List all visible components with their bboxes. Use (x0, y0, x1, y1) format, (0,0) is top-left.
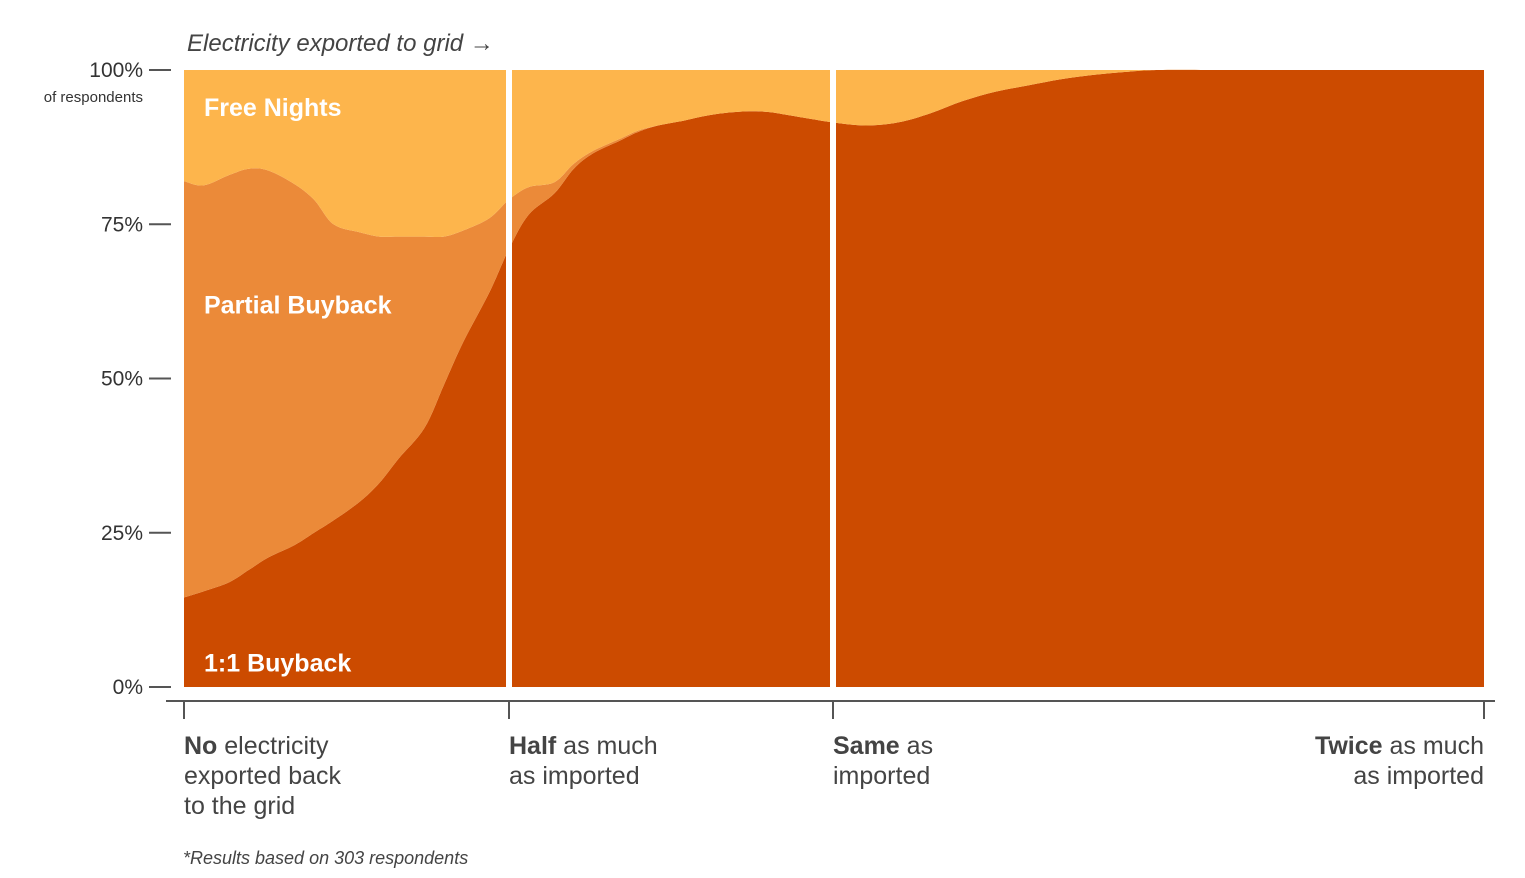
x-category-rest: electricity (217, 732, 329, 760)
series-label-3: Free Nights (204, 94, 342, 122)
y-unit-label: of respondents (44, 89, 143, 106)
y-tick-label: 75% (101, 213, 143, 236)
x-category-rest: as much (556, 732, 657, 760)
x-category-bold: Half (509, 732, 557, 760)
x-category-line: as imported (509, 762, 640, 790)
x-category-line: to the grid (184, 792, 295, 820)
y-tick-label: 0% (113, 676, 143, 699)
x-category-label-3: Same as (833, 732, 933, 760)
x-category-rest: as much (1383, 732, 1484, 760)
dividers (506, 68, 836, 689)
x-category-bold: Same (833, 732, 900, 760)
y-axis: 0% 25% 50% 75% 100% (89, 59, 171, 699)
series-labels: 1:1 Buyback Partial Buyback Free Nights (204, 94, 392, 677)
x-category-label-2: Half as much (509, 732, 658, 760)
y-tick-label: 25% (101, 522, 143, 545)
footnote: *Results based on 303 respondents (183, 848, 468, 868)
x-category-rest: as (900, 732, 933, 760)
x-category-label-1: No electricity (184, 732, 329, 760)
y-tick-label: 100% (89, 59, 143, 82)
x-category-line: imported (833, 762, 930, 790)
chart-title: Electricity exported to grid → (187, 30, 494, 57)
x-category-bold: Twice (1315, 732, 1383, 760)
x-category-bold: No (184, 732, 217, 760)
x-category-line: as imported (1353, 762, 1484, 790)
y-tick-label: 50% (101, 368, 143, 391)
series-label-2: Partial Buyback (204, 291, 392, 319)
x-category-label-4: Twice as much (1315, 732, 1484, 760)
x-axis (166, 700, 1495, 719)
x-category-line: exported back (184, 762, 342, 790)
series-label-1: 1:1 Buyback (204, 649, 351, 677)
